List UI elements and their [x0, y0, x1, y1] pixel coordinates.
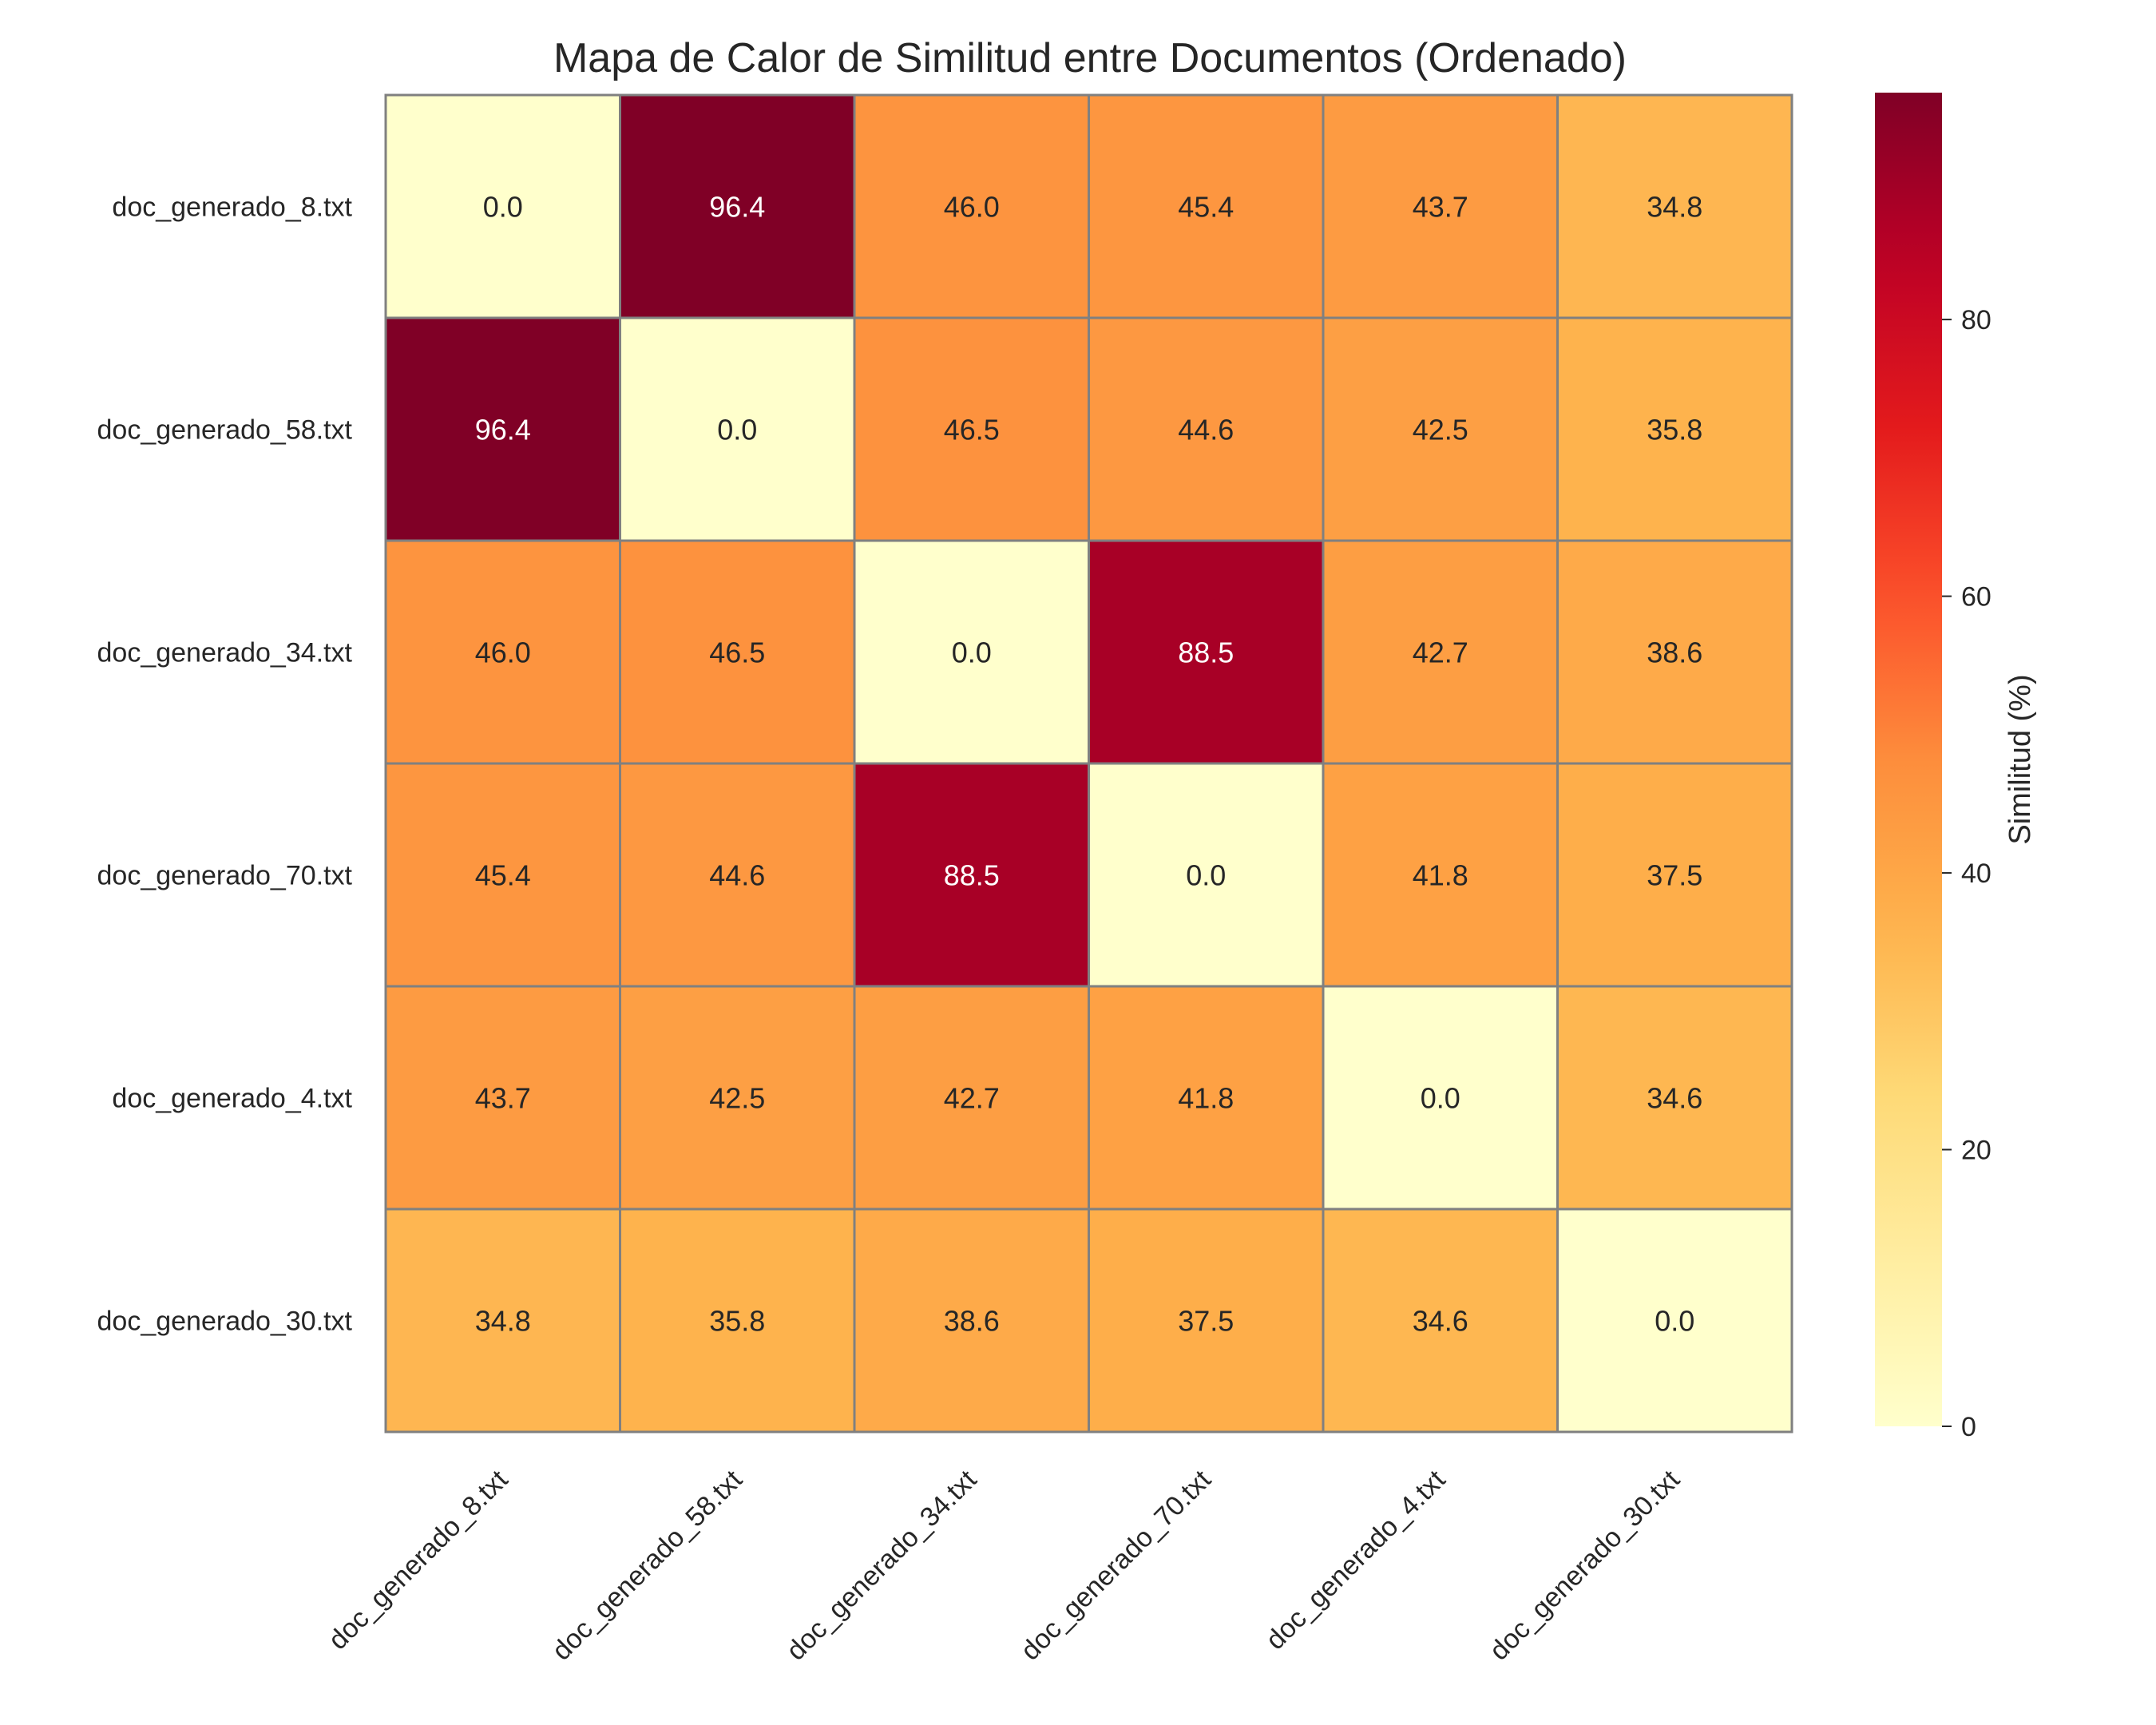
heatmap-cell: [1322, 985, 1559, 1211]
y-tick-labels: doc_generado_8.txt doc_generado_58.txtdoc…: [97, 192, 353, 1337]
heatmap-cell: [1322, 1208, 1559, 1434]
cell-value-label: 42.7: [1413, 636, 1468, 669]
cell-value-label: 45.4: [475, 859, 531, 892]
cell-value-label: 0.0: [1655, 1305, 1694, 1338]
heatmap-cell: [1088, 762, 1325, 988]
colorbar-gradient: [1875, 93, 1942, 1426]
cell-value-label: 0.0: [952, 636, 992, 669]
heatmap-cell: [1088, 316, 1325, 542]
cell-value-label: 34.6: [1413, 1305, 1468, 1338]
heatmap-cell: [384, 1208, 621, 1434]
x-tick-label: doc_generado_8.txt: [323, 1464, 514, 1656]
cell-value-label: 46.0: [475, 636, 531, 669]
cell-value-label: 37.5: [1178, 1305, 1234, 1338]
heatmap-cell: [853, 539, 1090, 765]
cell-value-label: 46.5: [944, 414, 1000, 446]
cell-value-label: 0.0: [1186, 859, 1226, 892]
cell-value-label: 46.5: [709, 636, 765, 669]
heatmap-cell: [619, 316, 856, 542]
colorbar-label: Similitud (%): [2003, 674, 2037, 844]
cell-value-label: 0.0: [717, 414, 757, 446]
heatmap-cell: [1088, 985, 1325, 1211]
cell-value-label: 42.5: [1413, 414, 1468, 446]
y-tick-label: doc_generado_4.txt: [112, 1084, 352, 1114]
heatmap-cell: [619, 539, 856, 765]
y-tick-label: doc_generado_70.txt: [97, 861, 353, 891]
y-tick-label: doc_generado_8.txt: [112, 192, 352, 223]
colorbar-tick-label: 40: [1961, 859, 1992, 889]
cell-value-label: 38.6: [1647, 636, 1702, 669]
heatmap-cell: [1322, 93, 1559, 319]
x-tick-labels: doc_generado_8.txt doc_generado_58.txt doc…: [323, 1464, 1686, 1666]
cell-value-label: 41.8: [1178, 1082, 1234, 1115]
y-tick-label: doc_generado_34.txt: [97, 638, 353, 668]
colorbar-tick-label: 20: [1961, 1136, 1992, 1166]
cell-value-label: 43.7: [1413, 191, 1468, 224]
cell-value-label: 38.6: [944, 1305, 1000, 1338]
heatmap-cell: [1556, 93, 1793, 319]
cell-value-label: 88.5: [1178, 636, 1234, 669]
x-tick-label: doc_generado_30.txt: [1484, 1464, 1686, 1666]
heatmap-cell: [1556, 316, 1793, 542]
heatmap-cells: 0.0 96.4 46.0 45.4 43.7 34.8 96.4 0.0 46.5 44.6 42…: [384, 93, 1793, 1434]
heatmap-cell: [384, 985, 621, 1211]
cell-value-label: 42.7: [944, 1082, 1000, 1115]
heatmap-cell: [1088, 1208, 1325, 1434]
cell-value-label: 42.5: [709, 1082, 765, 1115]
cell-value-label: 46.0: [944, 191, 1000, 224]
y-tick-label: doc_generado_30.txt: [97, 1307, 353, 1337]
cell-value-label: 88.5: [944, 859, 1000, 892]
cell-value-label: 41.8: [1413, 859, 1468, 892]
colorbar-tick-label: 0: [1961, 1412, 1976, 1442]
heatmap-cell: [619, 93, 856, 319]
colorbar-tick-label: 60: [1961, 582, 1992, 613]
heatmap-cell: [1088, 93, 1325, 319]
cell-value-label: 34.6: [1647, 1082, 1702, 1115]
x-tick-label: doc_generado_58.txt: [546, 1464, 748, 1666]
heatmap-cell: [853, 93, 1090, 319]
heatmap-cell: [384, 762, 621, 988]
heatmap-cell: [384, 539, 621, 765]
cell-value-label: 0.0: [483, 191, 523, 224]
heatmap-cell: [1556, 1208, 1793, 1434]
heatmap-cell: [1322, 539, 1559, 765]
y-tick-label: doc_generado_58.txt: [97, 415, 353, 446]
cell-value-label: 96.4: [709, 191, 765, 224]
heatmap-cell: [1322, 762, 1559, 988]
cell-value-label: 44.6: [1178, 414, 1234, 446]
cell-value-label: 35.8: [709, 1305, 765, 1338]
colorbar: 0 20 40 60 80 Similitud (%): [1875, 93, 2037, 1442]
cell-value-label: 0.0: [1421, 1082, 1460, 1115]
heatmap-cell: [853, 762, 1090, 988]
x-tick-label: doc_generado_70.txt: [1015, 1464, 1217, 1666]
heatmap-cell: [853, 985, 1090, 1211]
colorbar-tick-label: 80: [1961, 305, 1992, 335]
x-tick-label: doc_generado_34.txt: [781, 1464, 983, 1666]
cell-value-label: 44.6: [709, 859, 765, 892]
cell-value-label: 34.8: [1647, 191, 1702, 224]
cell-value-label: 45.4: [1178, 191, 1234, 224]
heatmap-cell: [1088, 539, 1325, 765]
cell-value-label: 43.7: [475, 1082, 531, 1115]
cell-value-label: 96.4: [475, 414, 531, 446]
heatmap-cell: [1556, 762, 1793, 988]
heatmap-cell: [619, 762, 856, 988]
heatmap-cell: [384, 93, 621, 319]
cell-value-label: 34.8: [475, 1305, 531, 1338]
cell-value-label: 35.8: [1647, 414, 1702, 446]
x-tick-label: doc_generado_4.txt: [1260, 1464, 1452, 1656]
heatmap-cell: [1556, 985, 1793, 1211]
chart-title: Mapa de Calor de Similitud entre Documen…: [553, 35, 1627, 81]
cell-value-label: 37.5: [1647, 859, 1702, 892]
heatmap-cell: [1556, 539, 1793, 765]
